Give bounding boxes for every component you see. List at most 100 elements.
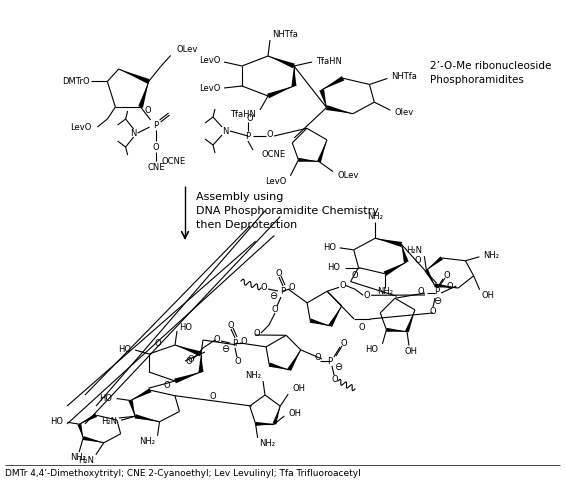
Polygon shape [405, 310, 415, 332]
Polygon shape [386, 328, 407, 332]
Text: P: P [232, 338, 238, 348]
Polygon shape [401, 245, 409, 263]
Polygon shape [175, 345, 202, 356]
Polygon shape [79, 413, 97, 424]
Text: O: O [153, 142, 159, 152]
Text: NH₂: NH₂ [260, 439, 276, 448]
Text: OH: OH [289, 409, 302, 418]
Text: HO: HO [365, 345, 378, 355]
Polygon shape [78, 424, 83, 438]
Text: O: O [289, 282, 295, 292]
Text: O: O [253, 328, 260, 337]
Text: OLev: OLev [337, 171, 358, 180]
Polygon shape [129, 400, 135, 416]
Text: HO: HO [328, 263, 341, 272]
Text: O: O [266, 130, 273, 138]
Text: HO: HO [179, 323, 192, 331]
Text: HO: HO [323, 244, 336, 252]
Polygon shape [425, 269, 434, 285]
Polygon shape [269, 362, 289, 370]
Text: OH: OH [481, 291, 494, 300]
Text: P: P [281, 287, 286, 296]
Polygon shape [130, 388, 151, 401]
Text: O: O [359, 323, 365, 332]
Polygon shape [310, 319, 330, 326]
Text: O: O [364, 291, 370, 300]
Polygon shape [375, 238, 402, 247]
Text: NH₂: NH₂ [139, 437, 155, 446]
Polygon shape [174, 372, 201, 383]
Text: P: P [153, 120, 158, 130]
Text: NHTfa: NHTfa [391, 72, 417, 81]
Text: O: O [155, 339, 162, 348]
Text: O: O [235, 356, 242, 365]
Text: P: P [327, 356, 333, 365]
Polygon shape [384, 262, 407, 276]
Text: O: O [446, 282, 453, 291]
Text: Olev: Olev [394, 108, 413, 117]
Text: ⊖: ⊖ [269, 291, 277, 301]
Text: OCNE: OCNE [262, 149, 286, 159]
Text: N: N [222, 127, 228, 136]
Polygon shape [326, 105, 353, 114]
Text: NH₂: NH₂ [484, 251, 500, 260]
Text: H₂N: H₂N [407, 246, 422, 255]
Polygon shape [138, 82, 149, 108]
Text: O: O [185, 356, 192, 365]
Text: TfaHN: TfaHN [230, 109, 256, 118]
Polygon shape [328, 306, 342, 327]
Text: ⊖: ⊖ [221, 344, 229, 354]
Text: 2’-O-Me ribonucleoside
Phosphoramidites: 2’-O-Me ribonucleoside Phosphoramidites [430, 60, 551, 85]
Text: O: O [214, 335, 221, 345]
Polygon shape [267, 86, 294, 98]
Text: H₂N: H₂N [101, 417, 117, 426]
Text: O: O [188, 355, 194, 363]
Text: HO: HO [50, 417, 64, 426]
Text: OCNE: OCNE [162, 157, 186, 165]
Text: ⊖: ⊖ [334, 362, 342, 372]
Polygon shape [198, 354, 204, 372]
Text: HO: HO [118, 345, 131, 354]
Text: DMTrO: DMTrO [62, 77, 90, 86]
Text: Assembly using
DNA Phosphoramidite Chemistry
then Deprotection: Assembly using DNA Phosphoramidite Chemi… [196, 192, 379, 230]
Text: DMTr 4,4’-Dimethoxytrityl; CNE 2-Cyanoethyl; Lev Levulinyl; Tfa Trifluoroacetyl: DMTr 4,4’-Dimethoxytrityl; CNE 2-Cyanoet… [5, 468, 361, 478]
Text: O: O [163, 381, 170, 390]
Text: LevO: LevO [198, 55, 220, 64]
Text: N: N [130, 129, 137, 137]
Text: O: O [418, 287, 424, 296]
Text: OLev: OLev [177, 45, 198, 54]
Polygon shape [134, 414, 159, 422]
Text: O: O [228, 321, 234, 329]
Text: O: O [247, 113, 253, 122]
Text: LevO: LevO [70, 123, 91, 132]
Text: O: O [272, 305, 278, 315]
Text: O: O [276, 269, 282, 277]
Text: CNE: CNE [148, 163, 166, 171]
Text: OH: OH [404, 347, 417, 356]
Text: O: O [332, 375, 338, 383]
Text: O: O [240, 336, 247, 346]
Text: O: O [341, 338, 348, 348]
Polygon shape [319, 89, 327, 108]
Text: H₂N: H₂N [78, 456, 94, 465]
Text: NH₂: NH₂ [367, 212, 383, 221]
Text: O: O [209, 392, 215, 401]
Text: O: O [145, 106, 151, 114]
Text: O: O [351, 271, 358, 280]
Text: TfaHN: TfaHN [316, 56, 342, 65]
Polygon shape [287, 350, 301, 371]
Text: P: P [246, 132, 251, 140]
Polygon shape [119, 69, 150, 84]
Polygon shape [83, 436, 104, 443]
Text: O: O [414, 256, 421, 265]
Polygon shape [426, 256, 443, 270]
Text: LevO: LevO [198, 83, 220, 92]
Text: NHTfa: NHTfa [272, 29, 298, 38]
Text: ⊖: ⊖ [433, 296, 441, 306]
Text: HO: HO [100, 394, 113, 403]
Text: O: O [315, 353, 321, 361]
Text: NH₂: NH₂ [70, 454, 86, 463]
Text: NH₂: NH₂ [245, 371, 261, 380]
Text: NH₂: NH₂ [377, 287, 393, 296]
Text: O: O [444, 271, 450, 279]
